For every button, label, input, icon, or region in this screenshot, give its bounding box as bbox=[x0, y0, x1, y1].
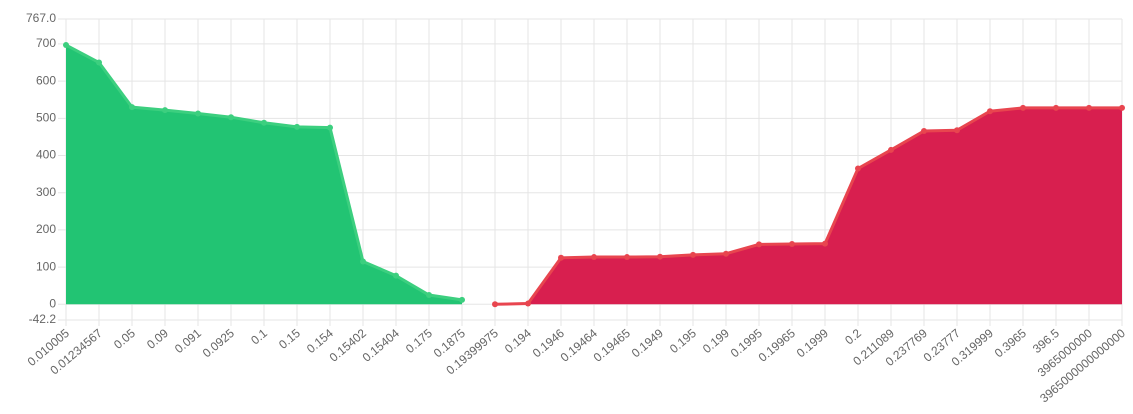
series-line bbox=[494, 106, 1122, 306]
data-point bbox=[327, 124, 333, 131]
x-tick-label: 0.195 bbox=[667, 326, 699, 356]
data-point bbox=[96, 59, 102, 66]
data-point bbox=[1020, 104, 1026, 111]
y-tick-label: 600 bbox=[36, 73, 56, 87]
data-point bbox=[657, 253, 663, 260]
data-point bbox=[855, 165, 861, 172]
data-point bbox=[723, 250, 729, 257]
data-point bbox=[393, 272, 399, 279]
data-point bbox=[63, 42, 69, 49]
y-tick-label: 0 bbox=[49, 296, 56, 310]
data-point bbox=[261, 119, 267, 126]
data-point bbox=[195, 110, 201, 117]
x-tick-label: 0.1 bbox=[248, 326, 270, 348]
x-tick-label: 0.3965 bbox=[992, 326, 1029, 361]
x-tick-label: 0.15404 bbox=[360, 326, 402, 365]
x-tick-label: 0.09 bbox=[144, 326, 171, 352]
x-tick-label: 0.15 bbox=[276, 326, 303, 352]
data-point bbox=[756, 241, 762, 248]
data-point bbox=[228, 114, 234, 121]
y-tick-label: 767.0 bbox=[26, 11, 56, 25]
data-point bbox=[1086, 104, 1092, 111]
data-point bbox=[1119, 104, 1125, 111]
data-point bbox=[921, 127, 927, 134]
data-point bbox=[591, 254, 597, 261]
y-tick-label: -42.2 bbox=[29, 312, 57, 326]
data-point bbox=[129, 104, 135, 111]
data-point bbox=[690, 251, 696, 258]
data-point bbox=[624, 254, 630, 261]
y-tick-label: 400 bbox=[36, 148, 56, 162]
data-point bbox=[492, 301, 498, 308]
data-point bbox=[789, 241, 795, 248]
data-point bbox=[162, 107, 168, 114]
data-point bbox=[525, 300, 531, 307]
data-point bbox=[1053, 104, 1059, 111]
x-tick-label: 0.2 bbox=[842, 326, 864, 348]
data-point bbox=[360, 258, 366, 265]
data-point bbox=[558, 254, 564, 261]
area-fill bbox=[66, 45, 462, 305]
x-tick-label: 0.0925 bbox=[200, 326, 237, 361]
x-tick-label: 0.194 bbox=[502, 326, 534, 356]
x-tick-label: 0.1999 bbox=[794, 326, 831, 361]
data-point bbox=[459, 296, 465, 303]
y-tick-label: 100 bbox=[36, 259, 56, 273]
data-point bbox=[954, 127, 960, 134]
data-point bbox=[822, 240, 828, 247]
data-point bbox=[888, 146, 894, 153]
y-tick-label: 700 bbox=[36, 36, 56, 50]
x-tick-label: 0.175 bbox=[403, 326, 435, 356]
x-tick-label: 0.19465 bbox=[591, 326, 633, 365]
area-fill bbox=[495, 107, 1122, 305]
y-tick-label: 300 bbox=[36, 185, 56, 199]
y-tick-label: 200 bbox=[36, 222, 56, 236]
y-tick-label: 500 bbox=[36, 110, 56, 124]
x-tick-label: 0.199 bbox=[700, 326, 732, 356]
x-tick-label: 0.1949 bbox=[629, 326, 666, 361]
x-tick-label: 0.05 bbox=[111, 326, 138, 352]
data-point bbox=[294, 123, 300, 130]
x-tick-label: 0.091 bbox=[172, 326, 204, 356]
data-point bbox=[987, 108, 993, 115]
x-tick-label: 0.19965 bbox=[756, 326, 798, 365]
data-point bbox=[426, 292, 432, 299]
